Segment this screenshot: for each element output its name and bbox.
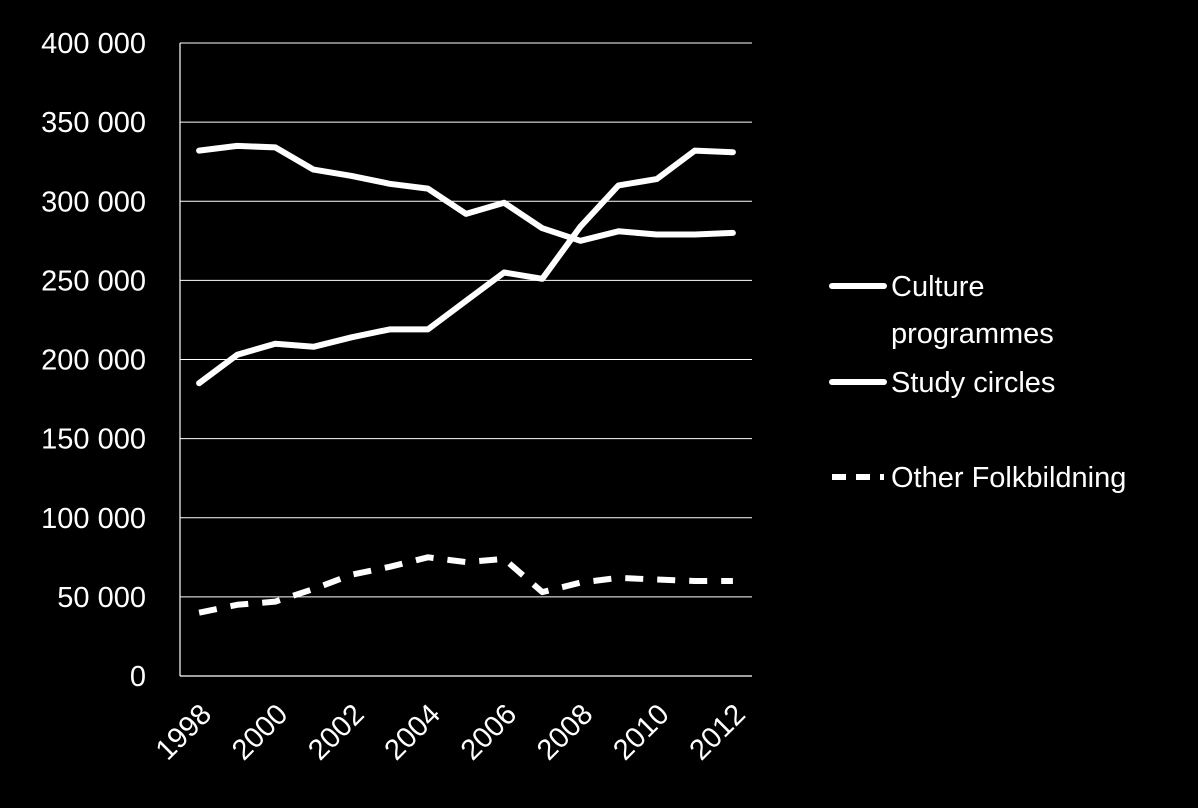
legend: Culture programmes Study circles Other Folk…	[829, 271, 1126, 494]
x-tick-label: 2012	[684, 698, 752, 766]
legend-label: Other Folkbildning	[891, 462, 1126, 494]
y-tick-label: 150 000	[41, 424, 146, 456]
series-lines	[196, 142, 736, 616]
y-tick-label: 100 000	[41, 503, 146, 535]
series-line-culture-programmes	[196, 147, 736, 387]
x-tick-label: 1998	[150, 698, 218, 766]
legend-label: programmes	[891, 318, 1054, 350]
y-tick-label: 300 000	[41, 186, 146, 218]
gridlines	[180, 42, 752, 598]
y-tick-label: 0	[130, 661, 146, 693]
x-tick-label: 2000	[226, 698, 294, 766]
x-tick-label: 2008	[531, 698, 599, 766]
x-tick-label: 2002	[302, 698, 370, 766]
legend-label: Study circles	[891, 367, 1055, 399]
y-tick-label: 200 000	[41, 345, 146, 377]
x-tick-label: 2010	[607, 698, 675, 766]
series-line-study-circles	[196, 142, 736, 244]
y-axis-tick-labels: 0 50 000 100 000 150 000 200 000 250 000 300 0…	[41, 28, 146, 693]
x-tick-label: 2004	[379, 698, 447, 766]
y-tick-label: 400 000	[41, 28, 146, 60]
y-tick-label: 50 000	[57, 582, 146, 614]
legend-label: Culture	[891, 271, 985, 303]
y-tick-label: 250 000	[41, 265, 146, 297]
series-line-other-folkbildning	[198, 554, 733, 616]
y-tick-label: 350 000	[41, 107, 146, 139]
x-tick-label: 2006	[455, 698, 523, 766]
axes	[179, 43, 752, 677]
x-axis-tick-labels: 1998 2000 2002 2004 2006 2008 2010 2012	[150, 698, 752, 766]
